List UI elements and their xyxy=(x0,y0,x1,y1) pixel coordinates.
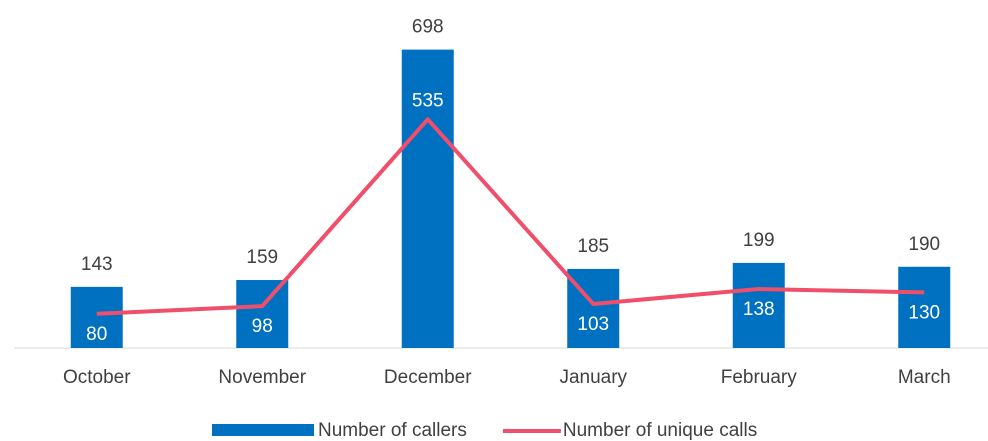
bar-value-label: 159 xyxy=(246,247,278,268)
bar xyxy=(732,262,785,348)
legend-label: Number of callers xyxy=(318,420,467,441)
legend-swatch xyxy=(212,424,314,436)
x-tick-label: February xyxy=(721,367,798,388)
bar-value-label: 185 xyxy=(577,236,609,257)
x-tick-label: March xyxy=(898,367,951,388)
line-value-label: 535 xyxy=(412,90,444,111)
x-tick-label: October xyxy=(63,367,131,388)
line xyxy=(96,117,925,316)
bar-value-label: 199 xyxy=(743,230,775,251)
bar-value-label: 143 xyxy=(81,254,113,275)
bar xyxy=(236,280,289,348)
x-tick-label: November xyxy=(218,367,306,388)
x-tick-label: December xyxy=(384,367,472,388)
legend-label: Number of unique calls xyxy=(563,420,757,441)
bar xyxy=(70,286,123,348)
bar xyxy=(898,266,951,348)
line-value-label: 130 xyxy=(908,302,940,323)
line-value-label: 98 xyxy=(252,316,273,337)
line-value-label: 80 xyxy=(86,324,107,345)
line-value-label: 103 xyxy=(577,314,609,335)
bar-value-label: 190 xyxy=(908,234,940,255)
x-tick-label: January xyxy=(559,367,627,388)
bar-value-label: 698 xyxy=(412,17,444,38)
bar xyxy=(401,49,454,348)
line-value-label: 138 xyxy=(743,299,775,320)
